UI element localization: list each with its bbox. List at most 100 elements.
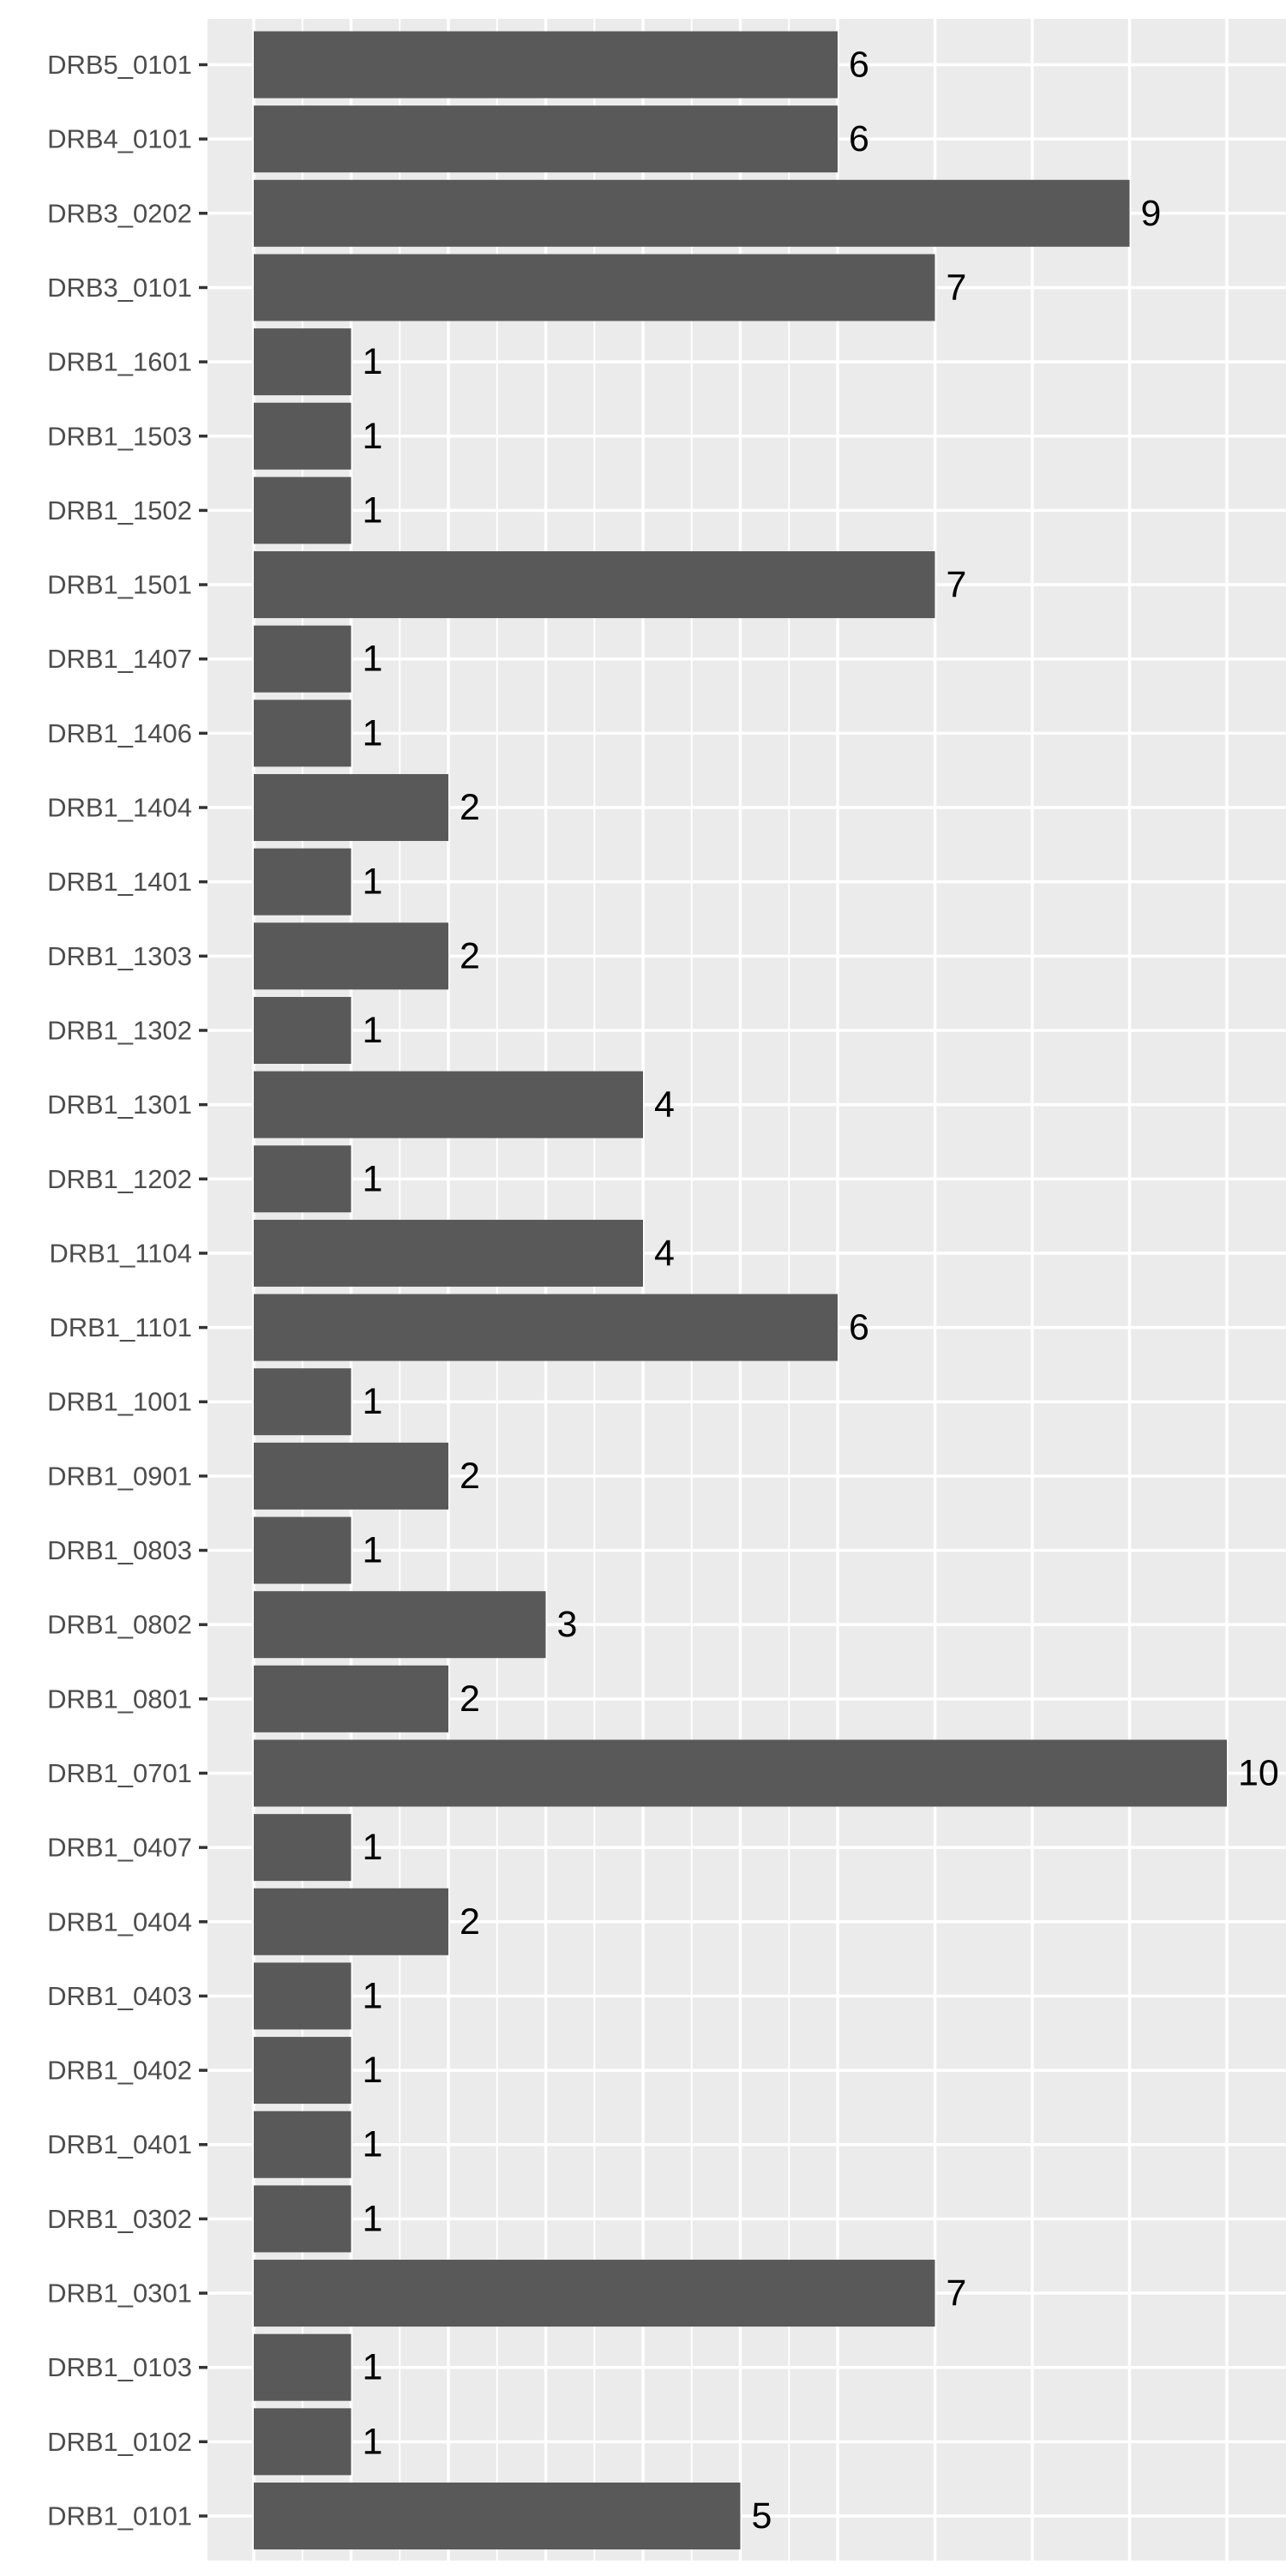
y-tick-label: DRB1_1503: [47, 421, 192, 451]
bar: [254, 105, 838, 173]
data-label: 6: [849, 1307, 869, 1348]
y-axis-tick-labels: DRB5_0101 DRB4_0101 DRB3_0202 DRB3_0101 DRB1…: [47, 50, 192, 2531]
bar: [254, 1739, 1227, 1807]
y-tick-label: DRB1_0802: [47, 1610, 192, 1640]
bar: [254, 402, 352, 470]
y-tick-label: DRB1_0302: [47, 2204, 192, 2234]
y-tick-label: DRB1_0801: [47, 1684, 192, 1714]
data-label: 1: [363, 862, 383, 903]
bars: [254, 31, 1227, 2549]
bar: [254, 2408, 352, 2476]
bar: [254, 1516, 352, 1584]
data-label: 2: [460, 1456, 480, 1497]
major-gridlines: [207, 19, 1286, 2561]
y-tick-label: DRB1_0102: [47, 2427, 192, 2457]
y-tick-label: DRB1_0401: [47, 2129, 192, 2159]
y-tick-label: DRB1_1301: [47, 1090, 192, 1120]
bar: [254, 996, 352, 1064]
y-tick-label: DRB1_0404: [47, 1906, 192, 1937]
bar: [254, 1591, 546, 1659]
y-tick-label: DRB1_1601: [47, 347, 192, 377]
data-label: 1: [363, 2124, 383, 2165]
y-tick-label: DRB1_0701: [47, 1758, 192, 1788]
data-label: 1: [363, 1827, 383, 1868]
y-tick-label: DRB1_0402: [47, 2056, 192, 2086]
data-label: 7: [946, 2273, 967, 2314]
y-tick-label: DRB4_0101: [47, 124, 192, 154]
y-tick-label: DRB1_1302: [47, 1015, 192, 1045]
bar: [254, 774, 448, 842]
y-tick-label: DRB1_0407: [47, 1833, 192, 1863]
bar: [254, 848, 352, 916]
bar: [254, 1368, 352, 1436]
plot-panel: [207, 19, 1286, 2561]
data-label: 1: [363, 489, 383, 531]
y-tick-label: DRB3_0101: [47, 273, 192, 303]
data-label: 1: [363, 1975, 383, 2016]
bar: [254, 328, 352, 396]
data-label: 4: [654, 1233, 675, 1274]
y-tick-label: DRB1_1502: [47, 495, 192, 525]
y-axis-ticks: [199, 63, 207, 2518]
bar: [254, 1071, 643, 1138]
bar: [254, 2185, 352, 2253]
bar: [254, 1294, 838, 1361]
data-label: 1: [363, 2421, 383, 2462]
y-tick-label: DRB1_1104: [49, 1238, 192, 1268]
y-tick-label: DRB1_0901: [47, 1461, 192, 1491]
bar: [254, 1814, 352, 1882]
data-label: 1: [363, 1530, 383, 1571]
bar: [254, 1962, 352, 2030]
data-label: 3: [557, 1604, 578, 1645]
bar: [254, 1442, 448, 1510]
data-label: 1: [363, 2347, 383, 2388]
y-tick-label: DRB1_0403: [47, 1981, 192, 2011]
bar: [254, 179, 1130, 247]
data-label: 1: [363, 416, 383, 457]
data-label: 10: [1238, 1752, 1279, 1793]
bar: [254, 1145, 352, 1213]
bar: [254, 254, 935, 321]
bar: [254, 2333, 352, 2401]
y-tick-label: DRB1_0803: [47, 1535, 192, 1565]
bar: [254, 2111, 352, 2178]
bar: [254, 1665, 448, 1732]
bar: [254, 31, 838, 99]
data-label: 1: [363, 1381, 383, 1422]
bar: [254, 2483, 741, 2549]
data-label: 5: [752, 2495, 772, 2537]
y-tick-label: DRB1_1501: [47, 570, 192, 600]
y-tick-label: DRB1_1401: [47, 867, 192, 897]
y-tick-label: DRB3_0202: [47, 198, 192, 228]
data-label: 1: [363, 639, 383, 680]
data-label: 1: [363, 341, 383, 382]
y-tick-label: DRB1_0103: [47, 2352, 192, 2382]
bar: [254, 625, 352, 693]
data-label: 2: [460, 787, 480, 828]
y-tick-label: DRB1_0101: [47, 2501, 192, 2531]
y-tick-label: DRB1_1101: [49, 1312, 192, 1342]
y-tick-label: DRB1_0301: [47, 2279, 192, 2309]
data-label: 1: [363, 712, 383, 754]
data-label: 1: [363, 2050, 383, 2091]
bar: [254, 551, 935, 619]
data-label: 1: [363, 1158, 383, 1199]
bar: [254, 922, 448, 990]
y-tick-label: DRB5_0101: [47, 50, 192, 80]
data-label: 7: [946, 564, 967, 605]
data-label: 2: [460, 1678, 480, 1720]
data-label: 6: [849, 45, 869, 86]
data-label: 2: [460, 1901, 480, 1943]
y-tick-label: DRB1_1303: [47, 941, 192, 971]
y-tick-label: DRB1_1407: [47, 644, 192, 674]
data-label: 1: [363, 2198, 383, 2239]
bar: [254, 700, 352, 767]
bar: [254, 2037, 352, 2105]
data-label: 1: [363, 1010, 383, 1051]
bar: [254, 477, 352, 544]
bar: [254, 2260, 935, 2327]
data-label: 9: [1141, 193, 1162, 234]
y-tick-label: DRB1_1202: [47, 1164, 192, 1194]
data-label: 2: [460, 935, 480, 976]
